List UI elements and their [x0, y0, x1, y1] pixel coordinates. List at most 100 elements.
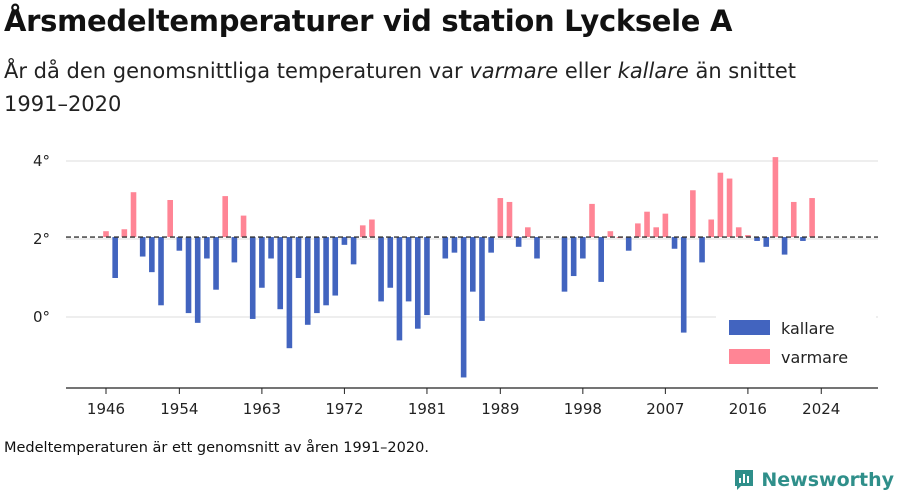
bar-varmare [369, 219, 375, 238]
bar-kallare [295, 237, 302, 278]
temperature-bar-chart: 0° 2° 4° 1946 1954 1963 1972 1981 1989 1998 2007 20… [33, 152, 878, 418]
legend-label-kallare: kallare [781, 319, 835, 338]
bar-kallare [314, 237, 320, 314]
x-tick-label: 1981 [408, 400, 446, 418]
bar-kallare [194, 237, 201, 323]
subtitle-warmer: varmare [469, 59, 559, 83]
legend-swatch-varmare [729, 349, 770, 364]
bar-varmare [167, 200, 173, 238]
footnote: Medeltemperaturen är ett genomsnitt av å… [4, 440, 429, 456]
subtitle-part1: År då den genomsnittliga temperaturen va… [4, 59, 470, 83]
x-tick-label: 1972 [325, 400, 363, 418]
bar-kallare [341, 237, 348, 245]
bar-kallare [304, 237, 311, 325]
bar-kallare [323, 237, 329, 306]
bar-kallare [671, 237, 678, 249]
bar-kallare [277, 237, 284, 310]
bar-varmare [717, 172, 724, 238]
bar-kallare [754, 237, 760, 241]
bar-kallare [625, 237, 632, 251]
chart-subtitle: År då den genomsnittliga temperaturen va… [4, 55, 864, 121]
bar-varmare [359, 225, 366, 238]
bar-varmare [130, 192, 137, 238]
bar-kallare [259, 237, 265, 288]
x-tick-label: 1946 [87, 400, 125, 418]
subtitle-part3: än snittet 1991–2020 [4, 59, 797, 116]
bar-varmare [735, 227, 742, 238]
bar-varmare [745, 235, 751, 238]
bar-varmare [103, 231, 109, 238]
bar-varmare [240, 215, 247, 238]
bar-varmare [772, 157, 779, 238]
bar-kallare [534, 237, 540, 259]
bar-kallare [176, 237, 183, 251]
bar-varmare [790, 201, 797, 238]
bar-varmare [690, 190, 696, 238]
x-tick-label: 1963 [243, 400, 281, 418]
bar-varmare [662, 213, 669, 238]
bar-kallare [158, 237, 164, 306]
bar-kallare [332, 237, 339, 296]
bar-kallare [414, 237, 421, 329]
legend-label-varmare: varmare [781, 348, 848, 367]
bar-kallare [479, 237, 485, 321]
bar-varmare [497, 198, 504, 238]
legend-swatch-kallare [729, 320, 770, 335]
bar-kallare [396, 237, 403, 341]
bar-kallare [231, 237, 238, 263]
bar-kallare [185, 237, 192, 314]
bar-varmare [653, 227, 659, 238]
bar-kallare [781, 237, 788, 255]
bar-kallare [204, 237, 210, 259]
bar-kallare [451, 237, 458, 253]
bar-kallare [763, 237, 770, 247]
bar-varmare [506, 201, 513, 238]
y-tick-label: 0° [33, 308, 50, 326]
bar-kallare [139, 237, 146, 257]
subtitle-part2: eller [558, 59, 618, 83]
bar-kallare [350, 237, 357, 265]
bar-kallare [249, 237, 256, 319]
bar-kallare [598, 237, 604, 282]
bar-varmare [644, 211, 650, 238]
bar-chart-logo-icon [735, 470, 754, 490]
subtitle-colder: kallare [617, 59, 689, 83]
x-tick-label: 2024 [802, 400, 840, 418]
bar-kallare [699, 237, 705, 263]
bar-varmare [809, 198, 815, 238]
bar-varmare [222, 196, 229, 238]
bar-kallare [112, 237, 118, 278]
bar-varmare [726, 178, 733, 238]
bar-kallare [378, 237, 384, 302]
bar-kallare [580, 237, 586, 259]
bar-varmare [121, 229, 128, 238]
x-tick-label: 2007 [646, 400, 684, 418]
y-tick-label: 2° [33, 230, 50, 248]
bar-varmare [589, 203, 595, 238]
x-tick-label: 2016 [729, 400, 767, 418]
bar-varmare [708, 219, 715, 238]
bar-kallare [387, 237, 394, 288]
bar-kallare [424, 237, 430, 316]
bar-kallare [680, 237, 687, 333]
bar-kallare [405, 237, 412, 302]
chart-title: Årsmedeltemperaturer vid station Lycksel… [4, 4, 733, 38]
x-tick-label: 1989 [481, 400, 519, 418]
bar-kallare [149, 237, 155, 273]
brand-name: Newsworthy [761, 469, 894, 491]
bar-kallare [515, 237, 522, 247]
bar-kallare [286, 237, 293, 349]
bar-kallare [442, 237, 449, 259]
bar-kallare [570, 237, 577, 277]
bar-kallare [460, 237, 467, 378]
x-tick-label: 1954 [160, 400, 198, 418]
bar-kallare [800, 237, 806, 241]
bar-kallare [488, 237, 494, 253]
legend-box [716, 308, 876, 378]
bar-kallare [213, 237, 219, 290]
y-tick-label: 4° [33, 152, 50, 170]
bar-kallare [470, 237, 476, 292]
bar-varmare [635, 223, 641, 238]
bar-kallare [561, 237, 568, 292]
bar-varmare [525, 227, 531, 238]
